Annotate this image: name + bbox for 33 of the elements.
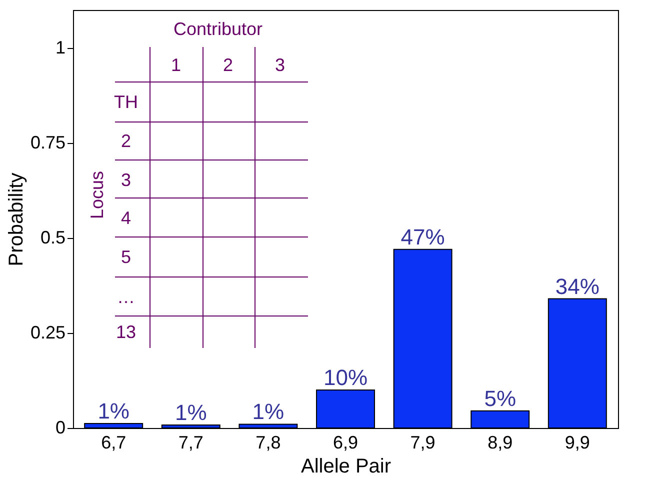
- y-tick-label: 0.25: [30, 322, 66, 342]
- x-tick-label: 6,7: [101, 432, 126, 452]
- annotation: 3: [274, 55, 286, 75]
- annotation: TH: [114, 92, 138, 112]
- x-tick-label: 7,7: [178, 432, 204, 452]
- annotation: 1: [170, 55, 182, 75]
- annotation: 2: [120, 131, 132, 151]
- x-tick-label: 6,9: [332, 432, 358, 452]
- annotation: 5: [120, 247, 132, 267]
- data-label: 34%: [555, 274, 600, 299]
- y-tick-label: 1: [55, 38, 66, 58]
- y-tick-label: 0.5: [40, 228, 66, 248]
- annotation: 13: [116, 322, 136, 342]
- data-label: 5%: [484, 386, 516, 411]
- annotation: …: [117, 287, 135, 307]
- y-tick-label: 0.75: [30, 132, 66, 152]
- x-tick-label: 9,9: [564, 432, 590, 452]
- y-tick-label: 0: [55, 418, 66, 438]
- x-axis-title: Allele Pair: [300, 456, 392, 478]
- annotation: 4: [120, 208, 132, 228]
- data-label: 1%: [174, 400, 207, 425]
- x-tick-label: 7,8: [256, 432, 281, 452]
- annotation: 2: [222, 55, 234, 75]
- annotation: 3: [120, 170, 132, 190]
- data-label: 10%: [323, 365, 368, 390]
- data-label: 47%: [400, 224, 445, 250]
- data-label: 1%: [98, 398, 130, 424]
- y-axis-title: Probability: [5, 172, 28, 266]
- x-tick-label: 8,9: [488, 432, 513, 452]
- x-tick-label: 7,9: [410, 432, 436, 452]
- annotation: Contributor: [173, 19, 263, 39]
- annotation: Locus: [87, 170, 107, 220]
- data-label: 1%: [252, 399, 284, 424]
